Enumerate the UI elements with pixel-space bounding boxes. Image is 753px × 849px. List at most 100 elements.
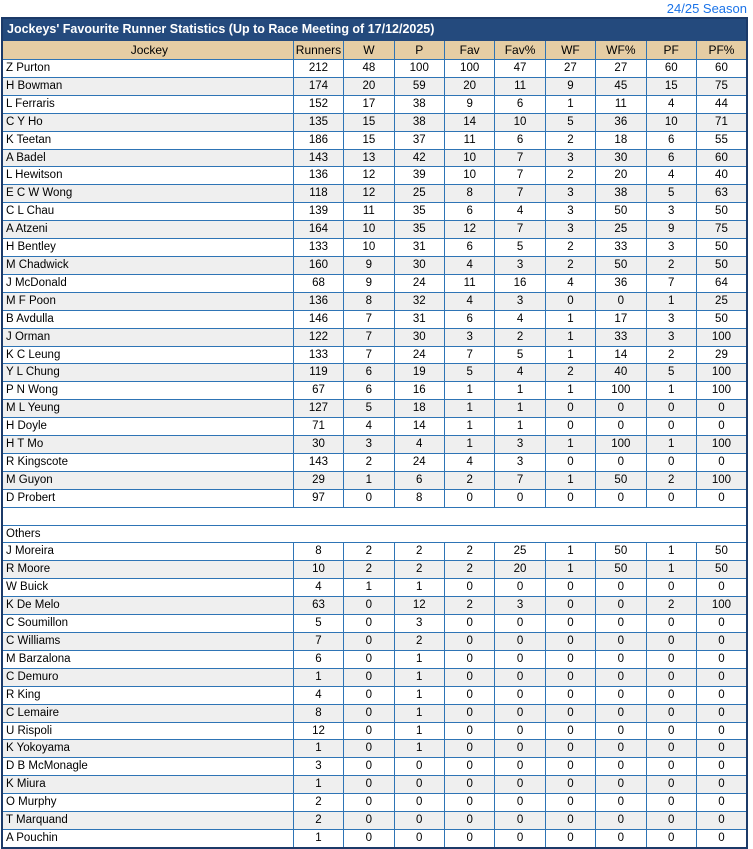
stat-cell: 4 bbox=[544, 273, 597, 293]
stat-cell: 50 bbox=[595, 560, 647, 580]
stat-cell: 0 bbox=[393, 757, 445, 777]
stat-cell: 29 bbox=[292, 470, 345, 490]
jockey-name-cell: H Bowman bbox=[1, 76, 294, 96]
jockey-name-cell: M Barzalona bbox=[1, 649, 294, 669]
stat-cell: 1 bbox=[544, 327, 597, 347]
stat-cell: 0 bbox=[343, 667, 395, 687]
stat-cell: 50 bbox=[595, 202, 647, 222]
stat-cell: 1 bbox=[544, 381, 597, 401]
stat-cell: 12 bbox=[343, 184, 395, 204]
table-row: C L Chau 139 11 35 6 4 3 50 3 50 bbox=[1, 202, 748, 222]
stat-cell: 12 bbox=[443, 220, 496, 240]
stat-cell: 18 bbox=[393, 399, 445, 419]
stat-cell: 5 bbox=[443, 363, 496, 383]
stat-cell: 60 bbox=[645, 59, 697, 78]
stat-cell: 3 bbox=[544, 184, 597, 204]
stat-cell: 0 bbox=[645, 739, 697, 759]
table-row: D Probert 97 0 8 0 0 0 0 0 0 bbox=[1, 488, 748, 508]
stat-cell: 12 bbox=[292, 721, 345, 741]
table-row: P N Wong 67 6 16 1 1 1 100 1 100 bbox=[1, 381, 748, 401]
column-header-runners: Runners bbox=[292, 40, 345, 60]
stat-cell: 0 bbox=[494, 578, 546, 598]
stat-cell: 38 bbox=[393, 112, 445, 132]
stat-cell: 3 bbox=[494, 291, 546, 311]
jockey-name-cell: A Badel bbox=[1, 148, 294, 168]
jockey-name-cell: R Moore bbox=[1, 560, 294, 580]
stat-cell: 27 bbox=[595, 59, 647, 78]
jockey-name-cell: H Doyle bbox=[1, 417, 294, 437]
stat-cell: 0 bbox=[695, 828, 748, 849]
table-row: C Lemaire 8 0 1 0 0 0 0 0 0 bbox=[1, 703, 748, 723]
table-row: K C Leung 133 7 24 7 5 1 14 2 29 bbox=[1, 345, 748, 365]
stat-cell: 1 bbox=[544, 542, 597, 562]
stat-cell: 8 bbox=[292, 703, 345, 723]
stat-cell: 2 bbox=[443, 596, 496, 616]
stat-cell: 3 bbox=[494, 435, 546, 454]
stat-cell: 122 bbox=[292, 327, 345, 347]
stat-cell: 1 bbox=[645, 560, 697, 580]
jockey-name-cell: K De Melo bbox=[1, 596, 294, 616]
stat-cell: 6 bbox=[645, 148, 697, 168]
stat-cell: 30 bbox=[393, 327, 445, 347]
stat-cell: 0 bbox=[494, 488, 546, 508]
stat-cell: 50 bbox=[695, 309, 748, 329]
table-row: K De Melo 63 0 12 2 3 0 0 2 100 bbox=[1, 596, 748, 616]
stat-cell: 5 bbox=[645, 363, 697, 383]
stat-cell: 0 bbox=[494, 757, 546, 777]
stat-cell: 60 bbox=[695, 59, 748, 78]
stat-cell: 0 bbox=[695, 667, 748, 687]
column-header-wf: WF bbox=[544, 40, 597, 60]
stat-cell: 60 bbox=[695, 148, 748, 168]
table-row: A Pouchin 1 0 0 0 0 0 0 0 0 bbox=[1, 828, 748, 849]
stat-cell: 0 bbox=[443, 739, 496, 759]
stat-cell: 136 bbox=[292, 291, 345, 311]
stat-cell: 36 bbox=[595, 112, 647, 132]
table-title: Jockeys' Favourite Runner Statistics (Up… bbox=[1, 17, 748, 41]
table-row: Y L Chung 119 6 19 5 4 2 40 5 100 bbox=[1, 363, 748, 383]
stat-cell: 1 bbox=[645, 291, 697, 311]
stat-cell: 4 bbox=[494, 363, 546, 383]
table-row: M Guyon 29 1 6 2 7 1 50 2 100 bbox=[1, 470, 748, 490]
stat-cell: 0 bbox=[343, 721, 395, 741]
stat-cell: 0 bbox=[595, 596, 647, 616]
jockey-name-cell: D Probert bbox=[1, 488, 294, 508]
stat-cell: 17 bbox=[343, 94, 395, 114]
stat-cell: 1 bbox=[343, 470, 395, 490]
stat-cell: 133 bbox=[292, 238, 345, 257]
stat-cell: 75 bbox=[695, 220, 748, 240]
stat-cell: 50 bbox=[595, 542, 647, 562]
stat-cell: 3 bbox=[544, 202, 597, 222]
season-link[interactable]: 24/25 Season bbox=[666, 1, 747, 16]
stat-cell: 11 bbox=[443, 273, 496, 293]
stat-cell: 5 bbox=[494, 345, 546, 365]
table-row: M L Yeung 127 5 18 1 1 0 0 0 0 bbox=[1, 399, 748, 419]
stat-cell: 50 bbox=[695, 542, 748, 562]
stat-cell: 0 bbox=[343, 828, 395, 849]
stat-cell: 39 bbox=[393, 166, 445, 186]
stat-cell: 0 bbox=[595, 828, 647, 849]
jockey-name-cell: C Williams bbox=[1, 632, 294, 651]
stat-cell: 0 bbox=[595, 721, 647, 741]
stat-cell: 25 bbox=[393, 184, 445, 204]
stat-cell: 1 bbox=[494, 417, 546, 437]
stat-cell: 0 bbox=[343, 793, 395, 813]
stat-cell: 0 bbox=[494, 632, 546, 651]
stat-cell: 0 bbox=[695, 578, 748, 598]
stat-cell: 0 bbox=[343, 488, 395, 508]
stat-cell: 100 bbox=[595, 381, 647, 401]
stat-cell: 4 bbox=[443, 291, 496, 311]
stat-cell: 0 bbox=[494, 721, 546, 741]
stat-cell: 14 bbox=[595, 345, 647, 365]
stat-cell: 71 bbox=[695, 112, 748, 132]
stat-cell: 63 bbox=[292, 596, 345, 616]
stat-cell: 0 bbox=[595, 632, 647, 651]
stat-cell: 3 bbox=[494, 596, 546, 616]
stat-cell: 6 bbox=[443, 202, 496, 222]
jockey-name-cell: A Pouchin bbox=[1, 828, 294, 849]
stat-cell: 11 bbox=[443, 130, 496, 150]
stat-cell: 0 bbox=[494, 667, 546, 687]
stat-cell: 3 bbox=[645, 202, 697, 222]
stat-cell: 2 bbox=[544, 238, 597, 257]
stat-cell: 0 bbox=[595, 667, 647, 687]
stat-cell: 119 bbox=[292, 363, 345, 383]
